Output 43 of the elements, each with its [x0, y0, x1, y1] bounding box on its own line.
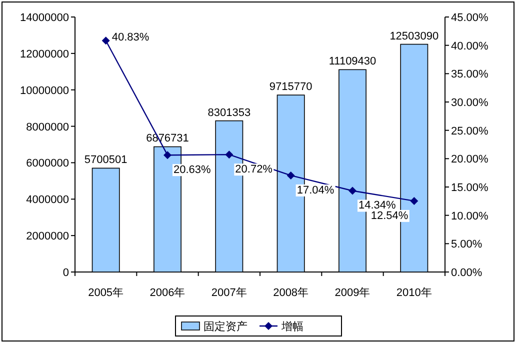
point: [164, 151, 172, 160]
data-label: 12.54%: [370, 210, 408, 222]
y2-tick-label: 15.00%: [451, 182, 489, 194]
point: [348, 186, 356, 195]
y2-tick-label: 0.00%: [451, 267, 482, 279]
data-label: 20.72%: [235, 164, 273, 176]
y-tick-label: 10000000: [20, 84, 69, 97]
y2-tick-label: 35.00%: [451, 68, 489, 81]
y2-tick-label: 5.00%: [451, 238, 482, 251]
data-label: 8301353: [208, 106, 251, 119]
y-tick-label: 14000000: [20, 12, 69, 24]
data-label: 14.34%: [358, 200, 396, 212]
x-tick-label: 2010年: [396, 287, 432, 299]
point: [225, 150, 234, 159]
x-tick-label: 2007年: [211, 287, 247, 299]
y2-tick-label: 45.00%: [451, 12, 489, 24]
point: [410, 196, 418, 205]
y2-tick-label: 30.00%: [451, 97, 489, 109]
y2-tick-label: 20.00%: [451, 154, 489, 166]
data-label: 20.63%: [174, 164, 212, 176]
data-label: 5700501: [84, 154, 128, 166]
y-tick-label: 8000000: [26, 121, 69, 134]
y-tick-label: 2000000: [26, 230, 69, 243]
y2-tick-label: 40.00%: [451, 40, 489, 52]
point: [102, 36, 110, 45]
x-tick-label: 2005年: [88, 287, 124, 299]
legend-label: 固定资产: [204, 320, 248, 333]
y2-tick-label: 25.00%: [451, 125, 489, 138]
x-tick-label: 2009年: [334, 287, 370, 299]
y-tick-label: 6000000: [26, 158, 69, 170]
y-tick-label: 0: [62, 267, 69, 279]
point: [286, 171, 295, 180]
y-tick-label: 4000000: [26, 194, 69, 206]
data-label: 17.04%: [296, 184, 334, 196]
legend-label: 增幅: [280, 321, 304, 333]
data-label: 12503090: [390, 30, 439, 42]
x-tick-label: 2008年: [273, 287, 309, 299]
x-tick-label: 2006年: [150, 287, 186, 299]
data-label: 40.83%: [112, 32, 150, 44]
data-label: 11109430: [328, 56, 376, 68]
y-tick-label: 12000000: [20, 48, 69, 60]
y2-tick-label: 10.00%: [451, 210, 489, 222]
data-label: 9715770: [269, 81, 312, 94]
